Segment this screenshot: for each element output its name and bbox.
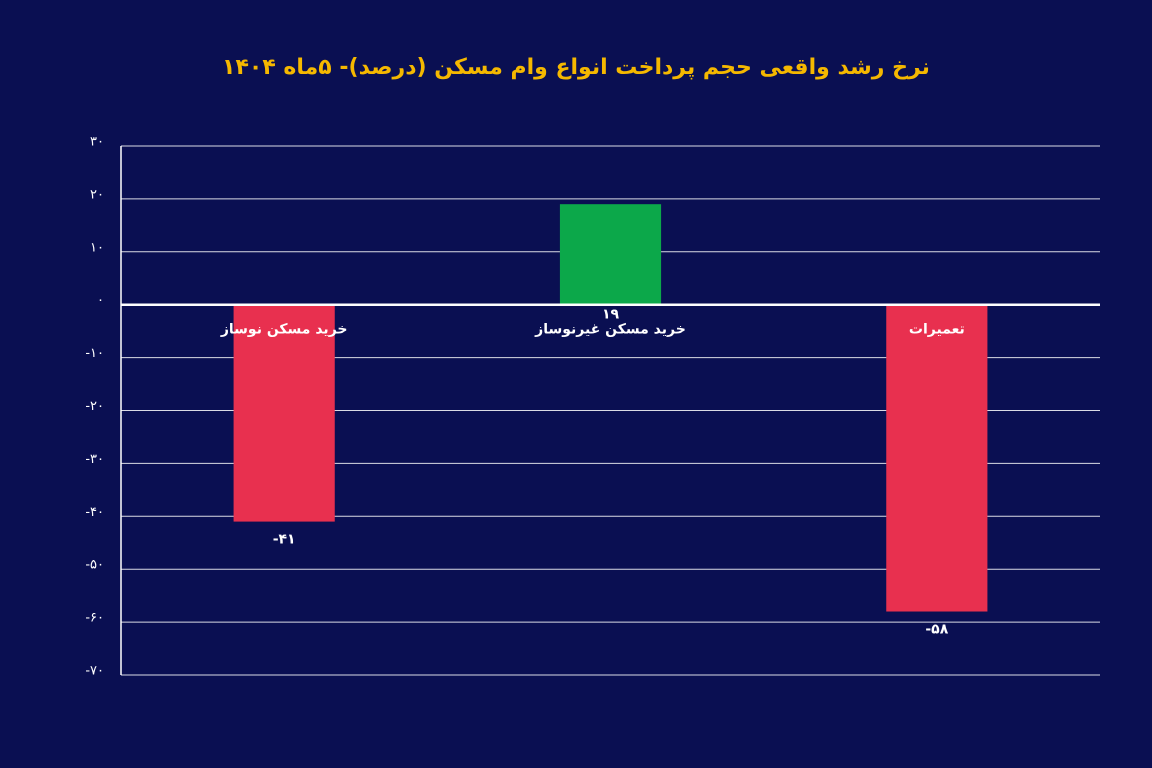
value-label: -۵۸ <box>925 622 948 638</box>
y-tick-label: -۱۰ <box>85 346 104 361</box>
value-label: ۱۹ <box>602 307 620 323</box>
chart-title: نرخ رشد واقعی حجم پرداخت انواع وام مسکن … <box>222 55 930 80</box>
y-tick-label: ۳۰ <box>90 135 104 150</box>
y-tick-label: ۱۰ <box>90 240 104 255</box>
category-label: خرید مسکن نوساز <box>220 322 348 338</box>
y-tick-label: ۲۰ <box>90 187 104 202</box>
y-tick-label: -۶۰ <box>85 611 104 626</box>
category-label: تعمیرات <box>909 322 965 338</box>
y-tick-label: -۳۰ <box>85 452 104 467</box>
y-tick-label: -۷۰ <box>85 664 104 679</box>
y-tick-label: -۴۰ <box>85 505 104 520</box>
y-tick-label: ۰ <box>97 293 104 308</box>
bar <box>886 304 988 612</box>
bar <box>559 204 662 305</box>
y-tick-label: -۵۰ <box>85 558 104 573</box>
y-tick-label: -۲۰ <box>85 399 104 414</box>
category-label: خرید مسکن غیرنوساز <box>534 322 686 338</box>
value-label: -۴۱ <box>273 532 296 548</box>
bar <box>233 304 335 522</box>
